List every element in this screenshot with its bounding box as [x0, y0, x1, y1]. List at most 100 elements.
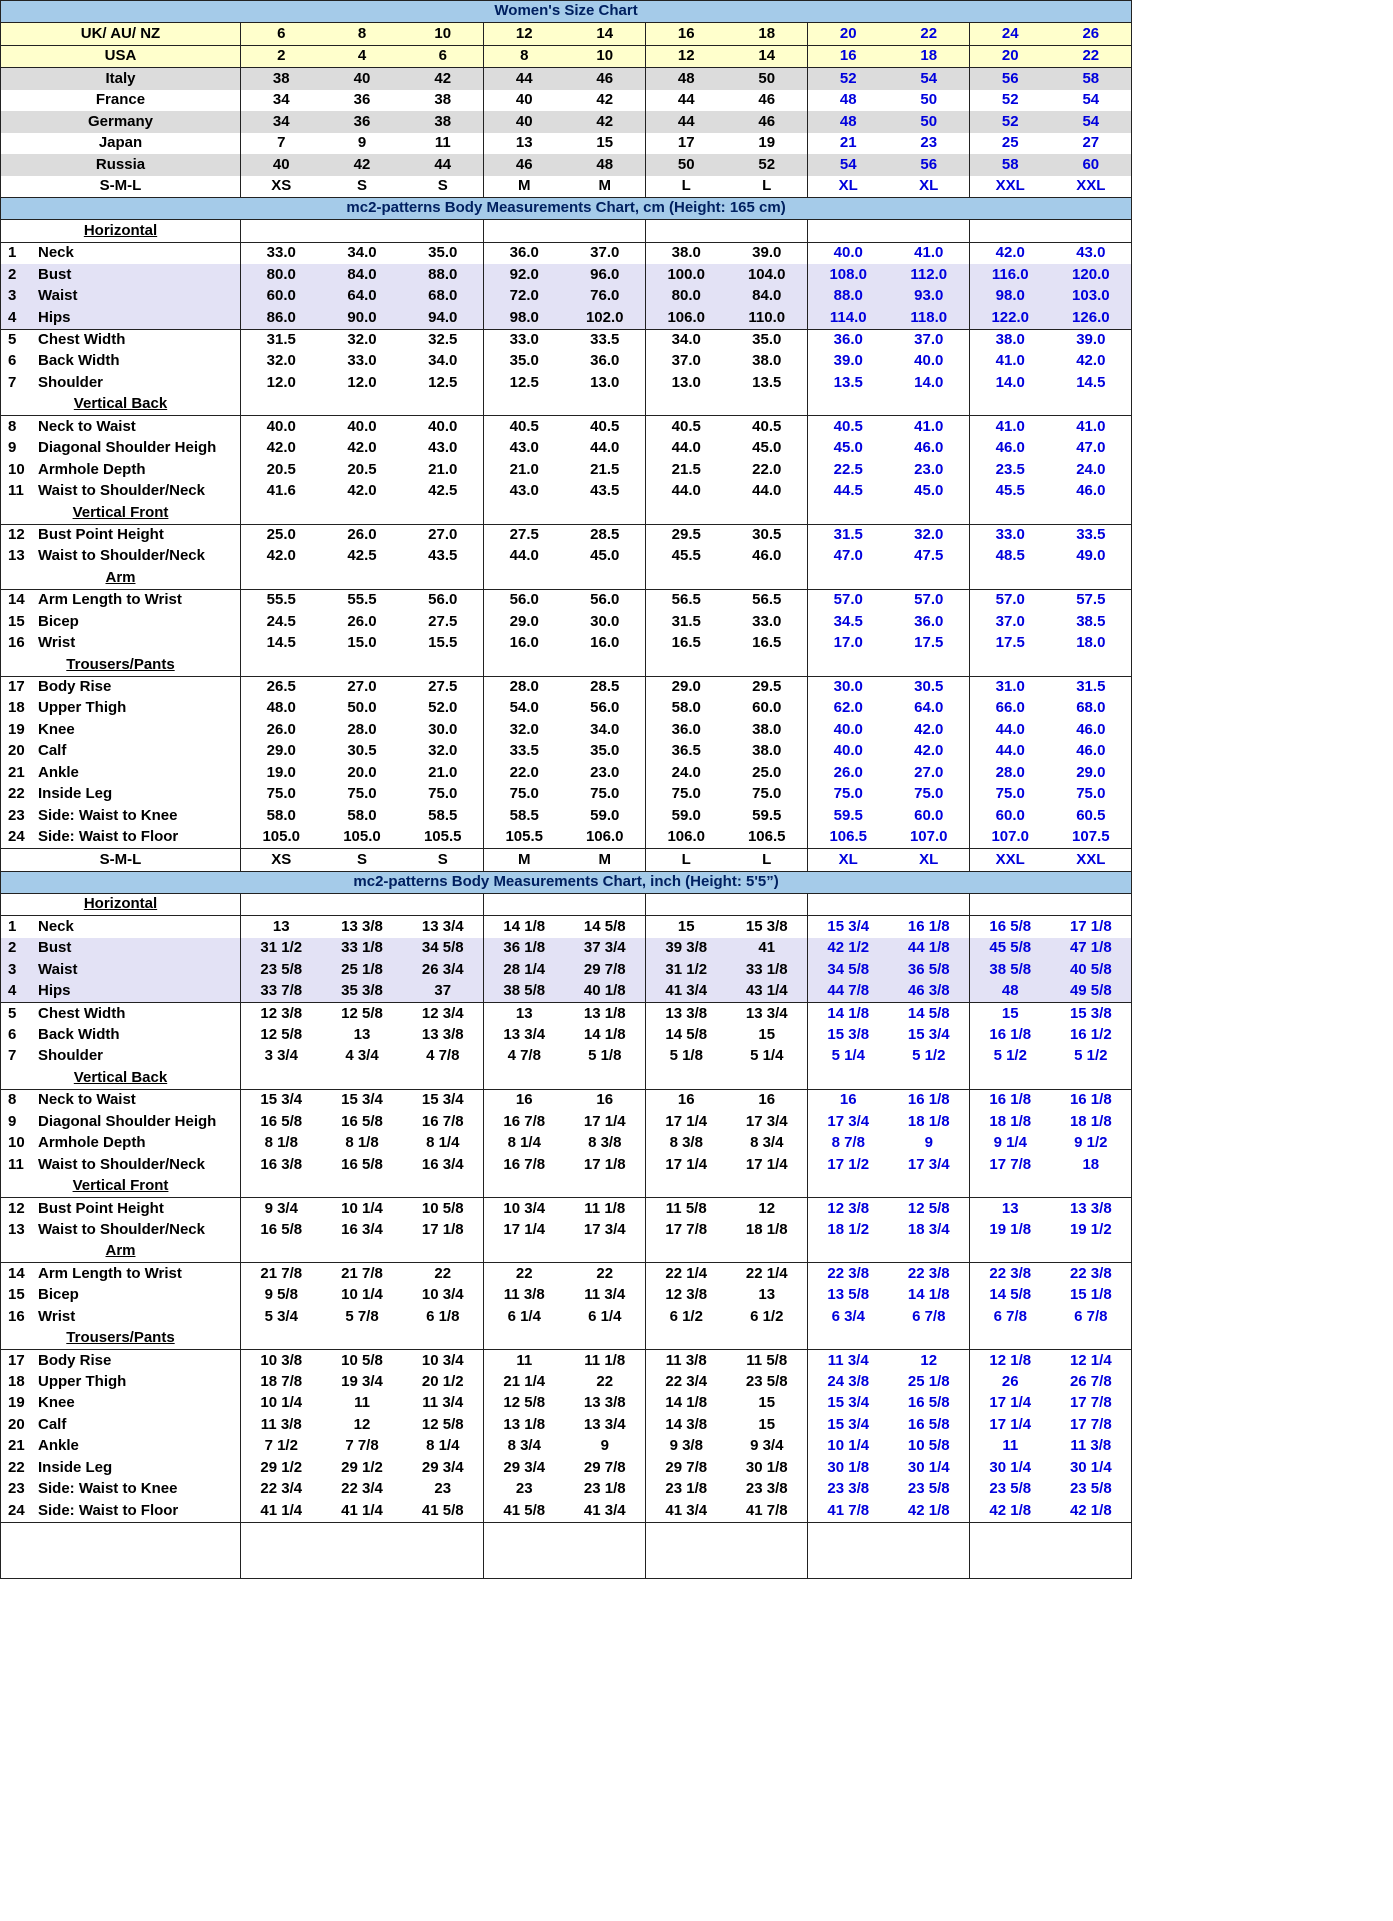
row-italy-value: 46	[564, 67, 646, 90]
row-waist-number: 3	[8, 287, 17, 305]
row-bust-text: Bust	[38, 265, 72, 283]
row-knee-value: 42.0	[888, 719, 970, 741]
row-calf-value: 36.5	[671, 742, 701, 760]
row-ankle-value: 11	[1002, 1437, 1019, 1455]
row-waist: 3 Waist 60.0 64.0 68.0 72.0 76.0 80.0 84.0 88.0 93…	[0, 285, 1133, 308]
row-vertical-front-value	[483, 502, 565, 525]
row-japan-value: 7	[277, 134, 286, 152]
row-waist: 3 Waist 23 5/8 25 1/8 26 3/4 28 1/4 29 7/8 31 1…	[0, 959, 1133, 981]
row-back-width-value: 14 5/8	[665, 1026, 708, 1044]
row-ankle-value: 22.0	[509, 763, 539, 781]
row-waist-value: 88.0	[807, 285, 889, 308]
row-chest-width-value: 34.0	[671, 331, 701, 349]
row-knee-value: 32.0	[509, 720, 539, 738]
row-vertical-front-value	[483, 1175, 565, 1199]
row-bust-value: 112.0	[888, 264, 970, 286]
row-inside-leg-value: 75.0	[671, 785, 701, 803]
row-france: France 34 36 38 40 42 44 46 48 50 52 54	[0, 89, 1133, 112]
row-waist-to-shoulder-neck-value: 17 1/4	[726, 1154, 808, 1176]
row-side-waist-to-knee-value: 58.5	[509, 806, 539, 824]
row-wrist-value: 15.0	[347, 634, 377, 652]
row-vertical-front-value	[564, 502, 646, 525]
row-vertical-back-value	[483, 1067, 565, 1090]
row-arm-length-to-wrist-number: 14	[8, 591, 25, 609]
row-waist-to-shoulder-neck-value: 43.5	[564, 480, 646, 503]
row-knee-value: 15 3/4	[827, 1394, 870, 1412]
row-upper-thigh-value: 26	[1001, 1373, 1019, 1391]
row-uk-au-nz-value: 24	[969, 22, 1051, 46]
row-horizontal-value	[969, 893, 1051, 917]
row-side-waist-to-knee-value: 59.5	[833, 806, 863, 824]
row-side-waist-to-floor-value: 41 1/4	[321, 1500, 403, 1523]
row-vertical-front-value	[1050, 1175, 1133, 1199]
row-usa-value: 14	[726, 45, 808, 69]
row-bust-point-height-value: 12	[726, 1197, 808, 1220]
row-bust-point-height-value: 33.5	[1050, 524, 1133, 546]
row-vertical-back-label: Vertical Back	[0, 393, 241, 417]
row-diagonal-shoulder-heigh-value: 44.0	[564, 437, 646, 460]
row-neck-value: 17 1/8	[1050, 915, 1133, 938]
row-s-m-l-label: S-M-L	[0, 175, 241, 198]
row-neck-to-waist-number: 8	[8, 1091, 17, 1109]
row-neck-value: 14 5/8	[564, 915, 646, 938]
row-neck-to-waist-value: 15 3/4	[341, 1091, 383, 1109]
row-neck-to-waist-value: 40.5	[671, 417, 701, 435]
row-side-waist-to-floor-value: 41 1/4	[240, 1500, 322, 1523]
row-s-m-l-value: M	[518, 176, 531, 194]
row-horizontal-value	[726, 219, 808, 243]
row-side-waist-to-floor-value: 105.5	[402, 826, 484, 850]
row-back-width-label: 6 Back Width	[0, 1024, 241, 1046]
row-bust-point-height: 12 Bust Point Height 25.0 26.0 27.0 27.5 28.5 2…	[0, 524, 1133, 546]
row-arm-value	[1050, 1240, 1133, 1264]
row-bicep-value: 14 1/8	[888, 1284, 970, 1307]
row-body-rise-value: 11 3/8	[665, 1351, 707, 1369]
row-hips-value: 46 3/8	[888, 980, 970, 1004]
row-arm-value	[888, 1240, 970, 1264]
row-bust-point-height-value: 29.5	[671, 525, 701, 543]
row-knee-value: 28.0	[347, 720, 377, 738]
row-vertical-front-value	[402, 502, 484, 525]
row-hips-value: 122.0	[969, 307, 1051, 330]
row-neck-to-waist-value: 40.5	[509, 417, 539, 435]
row-body-rise-value: 31.5	[1050, 676, 1133, 698]
row-diagonal-shoulder-heigh-value: 42.0	[266, 439, 296, 457]
row-inside-leg-value: 29 7/8	[665, 1458, 708, 1476]
row-back-width-label: 6 Back Width	[0, 351, 241, 373]
row-ankle-value: 29.0	[1050, 762, 1133, 784]
row-upper-thigh-value: 20 1/2	[402, 1371, 484, 1393]
row-hips-value: 110.0	[726, 307, 808, 330]
row-shoulder-value: 13.0	[564, 372, 646, 394]
row-arm-length-to-wrist-value: 22 1/4	[726, 1262, 808, 1285]
row-armhole-depth-value: 9 1/4	[993, 1134, 1027, 1152]
row-back-width-value: 14 1/8	[564, 1024, 646, 1046]
row-italy-value: 38	[240, 67, 322, 90]
row-vertical-front-value	[726, 502, 808, 525]
row-shoulder-value: 12.0	[266, 373, 296, 391]
row-back-width-text: Back Width	[38, 352, 120, 370]
row-body-rise-number: 17	[8, 1351, 25, 1369]
row-calf-value: 12 5/8	[402, 1414, 484, 1436]
row-japan-value: 15	[564, 132, 646, 155]
row-inside-leg-value: 75.0	[564, 783, 646, 806]
row-waist-to-shoulder-neck-value: 42.0	[266, 547, 296, 565]
row-trousers-pants-value	[321, 1327, 403, 1351]
row-vertical-front-text: Vertical Front	[72, 503, 169, 521]
row-chest-width-value: 33.0	[509, 331, 539, 349]
row-waist-value: 31 1/2	[645, 959, 727, 981]
row-diagonal-shoulder-heigh-value: 16 7/8	[503, 1112, 546, 1130]
row-trousers-pants-value	[1050, 654, 1133, 677]
row-vertical-front-value	[969, 1175, 1051, 1199]
row-chest-width-value: 15	[1001, 1004, 1019, 1022]
row-waist-to-shoulder-neck-value: 49.0	[1050, 545, 1133, 568]
row-bicep-text: Bicep	[38, 1286, 79, 1304]
row-diagonal-shoulder-heigh-value: 16 5/8	[260, 1112, 303, 1130]
row-usa-label: USA	[0, 45, 241, 69]
row-body-rise-value: 30.0	[833, 678, 863, 696]
row-trousers-pants-value	[402, 1327, 484, 1351]
row-knee-value: 26.0	[266, 720, 296, 738]
row-usa-value: 4	[321, 45, 403, 69]
row-inside-leg-number: 22	[8, 785, 25, 803]
row-horizontal-value	[483, 219, 565, 243]
row-horizontal-label: Horizontal	[0, 219, 241, 243]
row-horizontal-value	[1050, 893, 1133, 917]
